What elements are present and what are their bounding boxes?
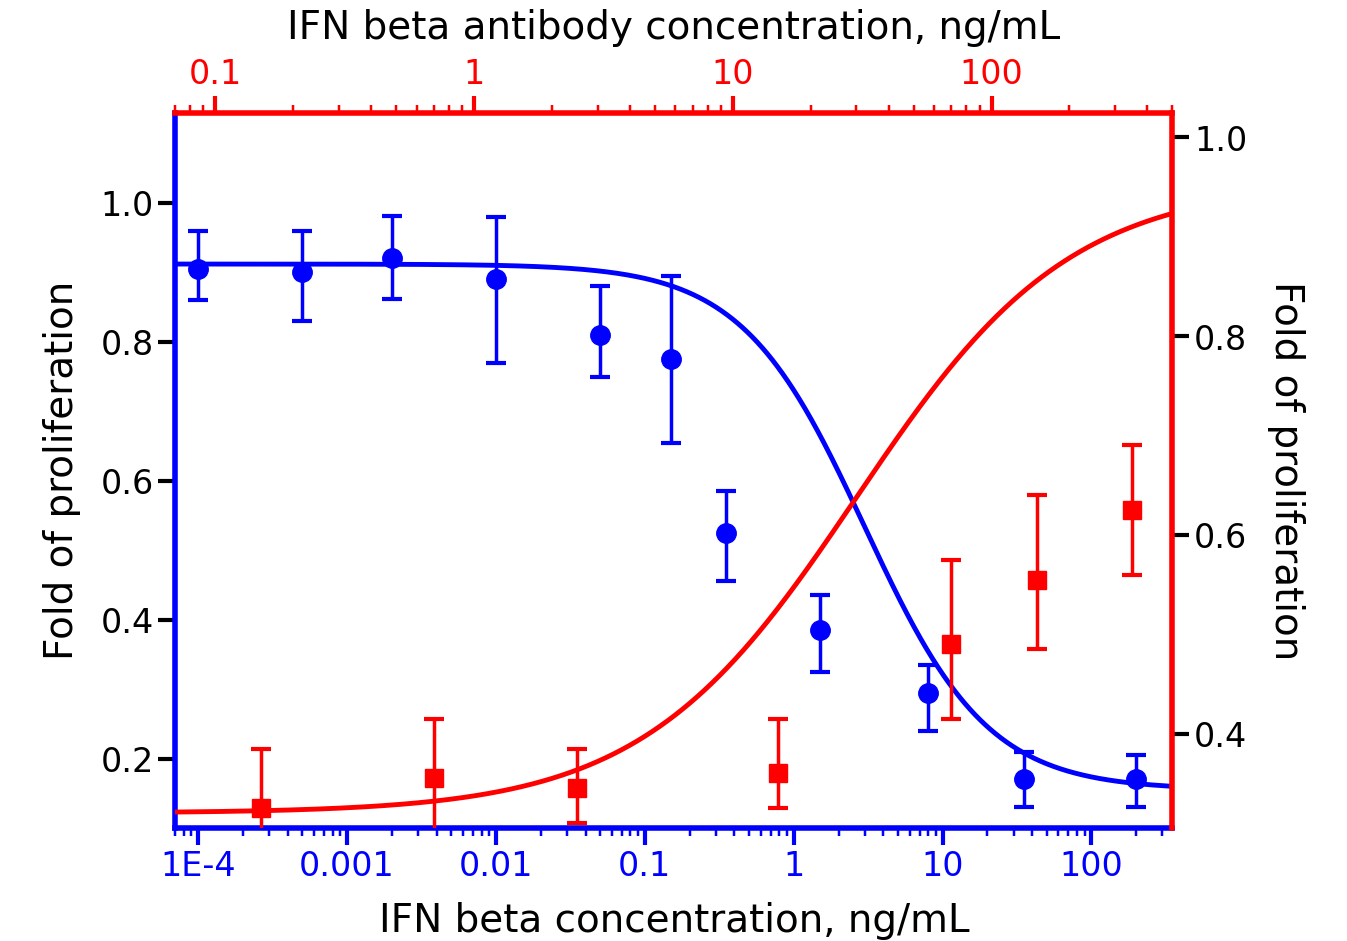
X-axis label: IFN beta antibody concentration, ng/mL: IFN beta antibody concentration, ng/mL <box>287 9 1060 47</box>
X-axis label: IFN beta concentration, ng/mL: IFN beta concentration, ng/mL <box>379 902 968 940</box>
Y-axis label: Fold of proliferation: Fold of proliferation <box>1266 281 1304 660</box>
Y-axis label: Fold of proliferation: Fold of proliferation <box>43 281 81 660</box>
